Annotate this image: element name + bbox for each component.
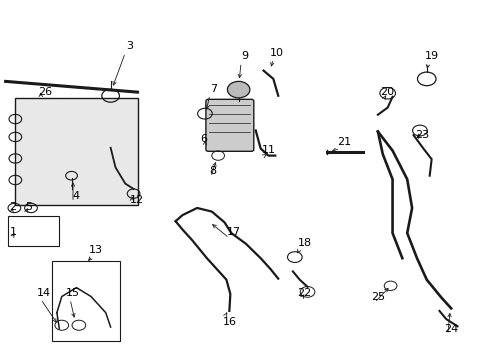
- Text: 12: 12: [129, 195, 144, 205]
- Text: 13: 13: [89, 245, 103, 255]
- Text: 5: 5: [25, 202, 32, 212]
- Text: 21: 21: [337, 138, 351, 147]
- Text: 20: 20: [381, 87, 395, 97]
- Text: 7: 7: [210, 84, 217, 94]
- Text: 16: 16: [222, 317, 236, 327]
- Text: 14: 14: [37, 288, 51, 298]
- Circle shape: [227, 81, 250, 98]
- FancyBboxPatch shape: [206, 99, 254, 151]
- Text: 3: 3: [127, 41, 134, 50]
- FancyBboxPatch shape: [15, 98, 138, 205]
- Text: 25: 25: [371, 292, 385, 302]
- Text: 11: 11: [262, 144, 275, 154]
- Text: 8: 8: [210, 166, 217, 176]
- Text: 26: 26: [39, 87, 53, 97]
- Text: 2: 2: [9, 202, 17, 212]
- Text: 19: 19: [425, 51, 439, 61]
- Text: 4: 4: [73, 191, 80, 201]
- Text: 10: 10: [270, 48, 284, 58]
- Text: 22: 22: [297, 288, 312, 298]
- Text: 24: 24: [444, 324, 458, 334]
- Text: 1: 1: [9, 227, 16, 237]
- Text: 17: 17: [227, 227, 241, 237]
- Text: 6: 6: [200, 134, 207, 144]
- Text: 15: 15: [66, 288, 80, 298]
- Text: 9: 9: [242, 51, 248, 61]
- Text: 23: 23: [415, 130, 429, 140]
- Text: 18: 18: [297, 238, 312, 248]
